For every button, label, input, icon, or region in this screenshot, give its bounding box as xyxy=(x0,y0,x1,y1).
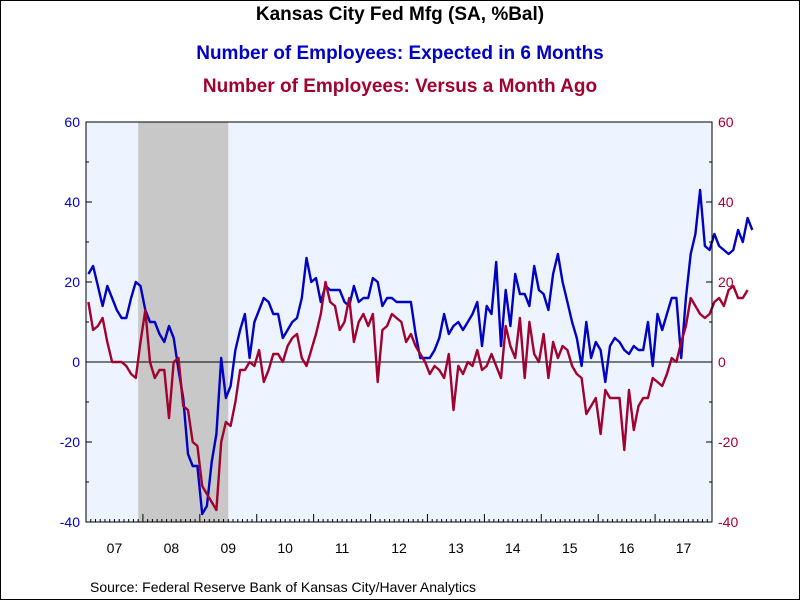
series-lines xyxy=(87,188,754,516)
y-tick-label-right: 0 xyxy=(718,354,726,370)
axes: 60 60 40 40 20 20 0 0 -20 -20 -40 -40 07 08 09 10 11 12 13… xyxy=(60,114,739,556)
x-tick-label: 09 xyxy=(220,540,236,556)
y-tick-label-right: -20 xyxy=(718,434,738,450)
y-tick-label-left: -40 xyxy=(60,514,80,530)
y-tick-label-right: 40 xyxy=(718,194,734,210)
x-tick-label: 07 xyxy=(107,540,123,556)
y-tick-label-left: 60 xyxy=(64,114,80,130)
x-tick-label: 12 xyxy=(391,540,407,556)
series-line-1 xyxy=(87,280,749,512)
x-tick-label: 15 xyxy=(562,540,578,556)
x-tick-label: 17 xyxy=(676,540,692,556)
y-tick-label-right: -40 xyxy=(718,514,738,530)
y-tick-label-left: -20 xyxy=(60,434,80,450)
series-line-0 xyxy=(87,188,754,516)
y-tick-label-left: 20 xyxy=(64,274,80,290)
x-tick-label: 13 xyxy=(448,540,464,556)
x-tick-label: 14 xyxy=(505,540,521,556)
y-tick-label-left: 40 xyxy=(64,194,80,210)
y-tick-label-left: 0 xyxy=(72,354,80,370)
y-tick-label-right: 20 xyxy=(718,274,734,290)
series-title-month-ago: Number of Employees: Versus a Month Ago xyxy=(202,76,598,97)
series-title-expected: Number of Employees: Expected in 6 Month… xyxy=(196,43,604,64)
source-note: Source: Federal Reserve Bank of Kansas C… xyxy=(90,579,476,595)
x-tick-label: 08 xyxy=(164,540,180,556)
chart-title: Kansas City Fed Mfg (SA, %Bal) xyxy=(255,4,545,25)
y-tick-label-right: 60 xyxy=(718,114,734,130)
x-tick-label: 11 xyxy=(335,540,350,556)
x-tick-label: 16 xyxy=(619,540,635,556)
x-tick-label: 10 xyxy=(277,540,293,556)
